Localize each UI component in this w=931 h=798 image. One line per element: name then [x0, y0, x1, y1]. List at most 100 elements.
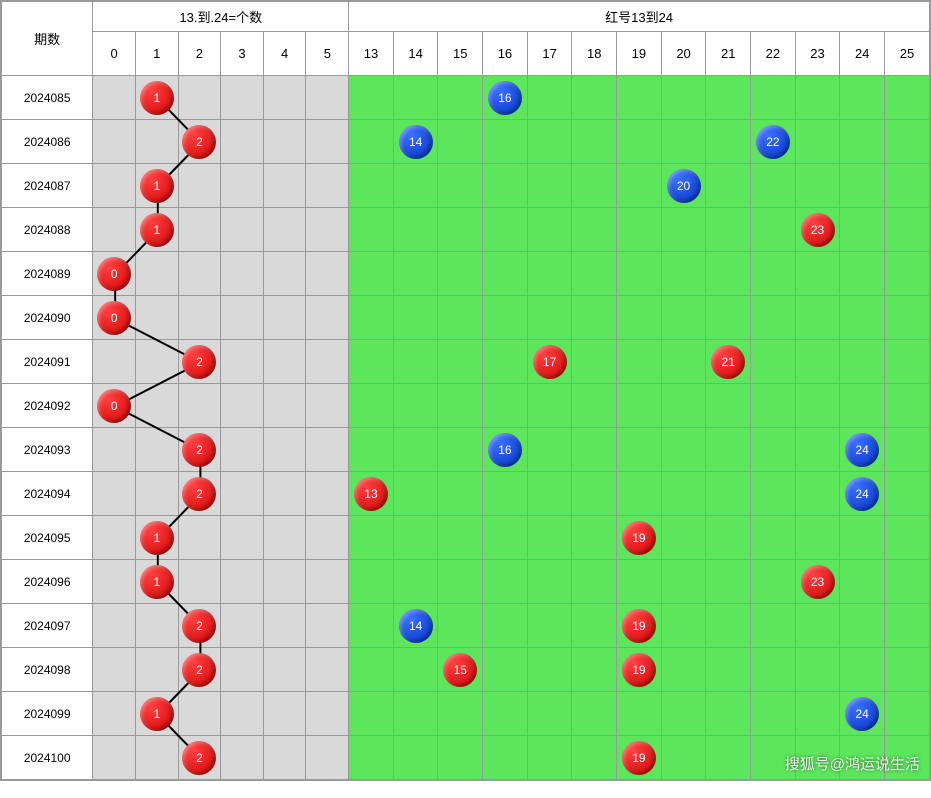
count-cell: 2 [178, 428, 221, 472]
red-cell [483, 120, 528, 164]
red-cell [840, 252, 885, 296]
red-cell [795, 736, 840, 780]
red-cell [840, 164, 885, 208]
red-cell [393, 560, 438, 604]
red-cell: 19 [617, 604, 662, 648]
red-ball: 15 [443, 653, 477, 687]
period-cell: 2024085 [2, 76, 93, 120]
count-cell [135, 252, 178, 296]
red-cell [795, 296, 840, 340]
count-cell [263, 296, 306, 340]
red-ball: 20 [667, 169, 701, 203]
count-cell [221, 120, 264, 164]
red-ball: 13 [354, 477, 388, 511]
red-cell [349, 120, 394, 164]
count-ball: 1 [140, 81, 174, 115]
red-cell [393, 648, 438, 692]
count-cell [306, 120, 349, 164]
header-count-col: 0 [93, 32, 136, 76]
red-cell [572, 648, 617, 692]
red-cell: 22 [751, 120, 796, 164]
red-cell [349, 208, 394, 252]
red-cell [706, 120, 751, 164]
red-cell: 19 [617, 736, 662, 780]
red-cell [483, 648, 528, 692]
count-cell [221, 252, 264, 296]
red-cell [572, 208, 617, 252]
red-cell [393, 76, 438, 120]
red-cell [840, 208, 885, 252]
count-cell: 0 [93, 252, 136, 296]
table-row: 2024085116 [2, 76, 930, 120]
red-cell: 23 [795, 560, 840, 604]
count-cell [263, 604, 306, 648]
red-cell [661, 472, 706, 516]
red-cell [661, 296, 706, 340]
red-cell [706, 472, 751, 516]
red-cell [885, 384, 930, 428]
header-red-col: 16 [483, 32, 528, 76]
red-cell [706, 428, 751, 472]
red-cell [706, 208, 751, 252]
red-ball: 19 [622, 609, 656, 643]
period-cell: 2024095 [2, 516, 93, 560]
header-count-col: 2 [178, 32, 221, 76]
count-cell [135, 296, 178, 340]
red-cell [795, 692, 840, 736]
red-cell [661, 120, 706, 164]
count-cell [178, 560, 221, 604]
header-red-col: 20 [661, 32, 706, 76]
period-cell: 2024092 [2, 384, 93, 428]
count-cell: 0 [93, 296, 136, 340]
header-red-col: 18 [572, 32, 617, 76]
red-cell [527, 648, 572, 692]
red-cell [751, 428, 796, 472]
count-cell [306, 208, 349, 252]
count-cell [221, 736, 264, 780]
count-ball: 2 [182, 433, 216, 467]
red-cell [483, 208, 528, 252]
red-ball: 14 [399, 609, 433, 643]
red-cell: 17 [527, 340, 572, 384]
red-cell [617, 384, 662, 428]
count-cell: 2 [178, 340, 221, 384]
period-cell: 2024093 [2, 428, 93, 472]
count-cell [306, 648, 349, 692]
count-cell [93, 736, 136, 780]
red-cell [617, 340, 662, 384]
count-cell [135, 648, 178, 692]
table-row: 20240900 [2, 296, 930, 340]
count-cell [263, 428, 306, 472]
count-cell [221, 560, 264, 604]
table-row: 2024096123 [2, 560, 930, 604]
count-cell: 1 [135, 208, 178, 252]
red-cell [706, 736, 751, 780]
table-row: 2024088123 [2, 208, 930, 252]
count-cell [93, 604, 136, 648]
red-cell [795, 252, 840, 296]
red-cell [572, 120, 617, 164]
red-cell [661, 252, 706, 296]
count-cell [178, 516, 221, 560]
red-cell: 21 [706, 340, 751, 384]
count-cell [93, 692, 136, 736]
red-cell [349, 692, 394, 736]
table-row: 202409121721 [2, 340, 930, 384]
count-cell [306, 736, 349, 780]
count-cell [306, 516, 349, 560]
count-ball: 0 [97, 389, 131, 423]
header-red-col: 22 [751, 32, 796, 76]
count-ball: 1 [140, 565, 174, 599]
lottery-chart: 期数13.到.24=个数红号13到24012345131415161718192… [0, 0, 931, 781]
red-cell [751, 560, 796, 604]
red-cell [393, 692, 438, 736]
red-cell [393, 736, 438, 780]
red-cell [706, 516, 751, 560]
header-red-col: 21 [706, 32, 751, 76]
red-cell [527, 76, 572, 120]
count-cell [93, 76, 136, 120]
count-ball: 2 [182, 125, 216, 159]
red-cell [751, 604, 796, 648]
red-cell [885, 76, 930, 120]
red-cell [795, 76, 840, 120]
